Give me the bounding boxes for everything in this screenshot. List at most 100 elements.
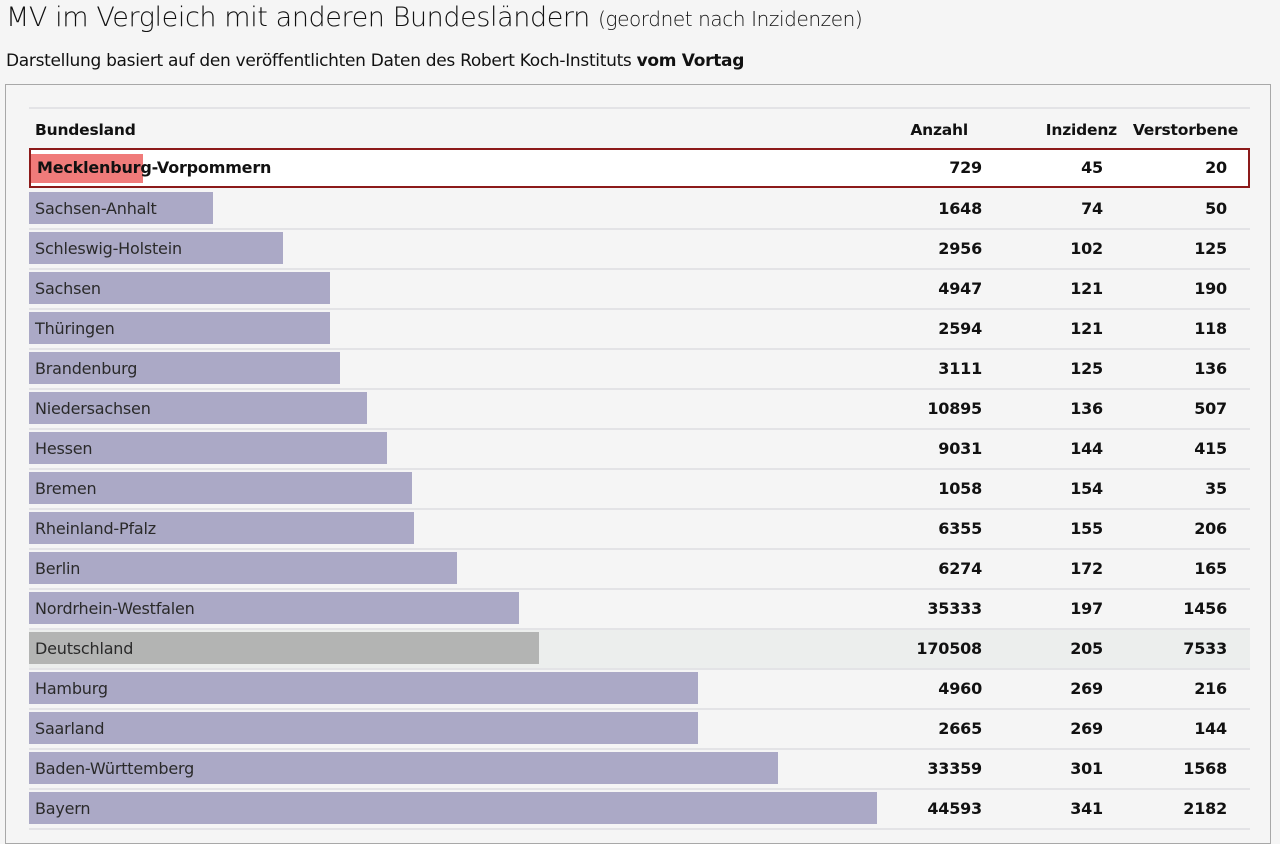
incidence-bar — [29, 792, 877, 824]
bundesland-name: Niedersachsen — [35, 399, 151, 418]
bundesland-name: Thüringen — [35, 319, 115, 338]
verstorbene-value: 165 — [1194, 559, 1227, 578]
incidence-bar — [29, 752, 778, 784]
verstorbene-value: 190 — [1194, 279, 1227, 298]
column-header-verstorbene[interactable]: Verstorbene — [1132, 121, 1238, 139]
verstorbene-value: 7533 — [1183, 639, 1227, 658]
anzahl-value: 1648 — [938, 199, 982, 218]
column-header-bundesland[interactable]: Bundesland — [35, 121, 136, 139]
bundesland-name: Hamburg — [35, 679, 108, 698]
anzahl-value: 2665 — [938, 719, 982, 738]
bundesland-name: Saarland — [35, 719, 105, 738]
anzahl-value: 44593 — [927, 799, 982, 818]
bundesland-name: Hessen — [35, 439, 93, 458]
anzahl-value: 33359 — [927, 759, 982, 778]
table-row: Schleswig-Holstein 2956 102 125 — [29, 230, 1250, 270]
bundesland-name: Sachsen-Anhalt — [35, 199, 157, 218]
verstorbene-value: 125 — [1194, 239, 1227, 258]
incidence-bar — [29, 432, 387, 464]
verstorbene-value: 1568 — [1183, 759, 1227, 778]
verstorbene-value: 144 — [1194, 719, 1227, 738]
table-row: Hamburg 4960 269 216 — [29, 670, 1250, 710]
anzahl-value: 6274 — [938, 559, 982, 578]
incidence-bar — [29, 192, 213, 224]
verstorbene-value: 118 — [1194, 319, 1227, 338]
bundesland-name: Berlin — [35, 559, 81, 578]
table-row: Baden-Württemberg 33359 301 1568 — [29, 750, 1250, 790]
table-header: Bundesland Anzahl Inzidenz Verstorbene — [29, 109, 1250, 148]
anzahl-value: 10895 — [927, 399, 982, 418]
bundesland-name: Brandenburg — [35, 359, 138, 378]
verstorbene-value: 415 — [1194, 439, 1227, 458]
inzidenz-value: 45 — [1081, 158, 1103, 177]
verstorbene-value: 2182 — [1183, 799, 1227, 818]
inzidenz-value: 301 — [1070, 759, 1103, 778]
bundesland-name: Bremen — [35, 479, 97, 498]
incidence-bar — [29, 232, 283, 264]
page-title-suffix: (geordnet nach Inzidenzen) — [598, 7, 863, 31]
incidence-bar — [29, 712, 698, 744]
verstorbene-value: 50 — [1205, 199, 1227, 218]
inzidenz-value: 269 — [1070, 719, 1103, 738]
anzahl-value: 35333 — [927, 599, 982, 618]
incidence-bar — [29, 592, 519, 624]
table-row: Rheinland-Pfalz 6355 155 206 — [29, 510, 1250, 550]
inzidenz-value: 125 — [1070, 359, 1103, 378]
inzidenz-value: 102 — [1070, 239, 1103, 258]
bundesland-name: Nordrhein-Westfalen — [35, 599, 195, 618]
anzahl-value: 1058 — [938, 479, 982, 498]
inzidenz-value: 341 — [1070, 799, 1103, 818]
anzahl-value: 6355 — [938, 519, 982, 538]
verstorbene-value: 35 — [1205, 479, 1227, 498]
bundesland-name: Sachsen — [35, 279, 101, 298]
anzahl-value: 2594 — [938, 319, 982, 338]
anzahl-value: 170508 — [916, 639, 982, 658]
table-row: Bremen 1058 154 35 — [29, 470, 1250, 510]
bundesland-name: Rheinland-Pfalz — [35, 519, 156, 538]
column-header-inzidenz[interactable]: Inzidenz — [1045, 121, 1117, 139]
comparison-panel: Bundesland Anzahl Inzidenz Verstorbene M… — [5, 84, 1271, 844]
bundesland-name: Bayern — [35, 799, 91, 818]
bundesland-name: Baden-Württemberg — [35, 759, 195, 778]
inzidenz-value: 154 — [1070, 479, 1103, 498]
table-row: Brandenburg 3111 125 136 — [29, 350, 1250, 390]
table-row: Nordrhein-Westfalen 35333 197 1456 — [29, 590, 1250, 630]
column-header-anzahl[interactable]: Anzahl — [910, 121, 968, 139]
verstorbene-value: 216 — [1194, 679, 1227, 698]
bundesland-name: Mecklenburg-Vorpommern — [37, 158, 272, 177]
inzidenz-value: 172 — [1070, 559, 1103, 578]
table-row: Niedersachsen 10895 136 507 — [29, 390, 1250, 430]
table-row: Saarland 2665 269 144 — [29, 710, 1250, 750]
table-row: Berlin 6274 172 165 — [29, 550, 1250, 590]
inzidenz-value: 205 — [1070, 639, 1103, 658]
table-row: Thüringen 2594 121 118 — [29, 310, 1250, 350]
subtitle-text: Darstellung basiert auf den veröffentlic… — [6, 51, 632, 71]
incidence-bar — [29, 472, 412, 504]
anzahl-value: 2956 — [938, 239, 982, 258]
comparison-table: Bundesland Anzahl Inzidenz Verstorbene M… — [29, 107, 1250, 830]
table-row-highlighted: Mecklenburg-Vorpommern 729 45 20 — [29, 148, 1250, 188]
incidence-bar — [29, 312, 330, 344]
incidence-bar — [29, 392, 367, 424]
anzahl-value: 9031 — [938, 439, 982, 458]
table-row-national: Deutschland 170508 205 7533 — [29, 630, 1250, 670]
inzidenz-value: 74 — [1081, 199, 1103, 218]
table-row: Sachsen-Anhalt 1648 74 50 — [29, 190, 1250, 230]
page-subtitle: Darstellung basiert auf den veröffentlic… — [6, 51, 744, 71]
verstorbene-value: 20 — [1205, 158, 1227, 177]
anzahl-value: 3111 — [938, 359, 982, 378]
verstorbene-value: 1456 — [1183, 599, 1227, 618]
incidence-bar — [31, 154, 143, 183]
inzidenz-value: 121 — [1070, 279, 1103, 298]
incidence-bar — [29, 352, 340, 384]
table-row: Hessen 9031 144 415 — [29, 430, 1250, 470]
table-row: Bayern 44593 341 2182 — [29, 790, 1250, 830]
bundesland-name: Schleswig-Holstein — [35, 239, 182, 258]
anzahl-value: 729 — [949, 158, 982, 177]
page-title-main: MV im Vergleich mit anderen Bundesländer… — [6, 2, 590, 33]
anzahl-value: 4960 — [938, 679, 982, 698]
verstorbene-value: 206 — [1194, 519, 1227, 538]
table-top-divider — [29, 107, 1250, 109]
inzidenz-value: 144 — [1070, 439, 1103, 458]
inzidenz-value: 269 — [1070, 679, 1103, 698]
